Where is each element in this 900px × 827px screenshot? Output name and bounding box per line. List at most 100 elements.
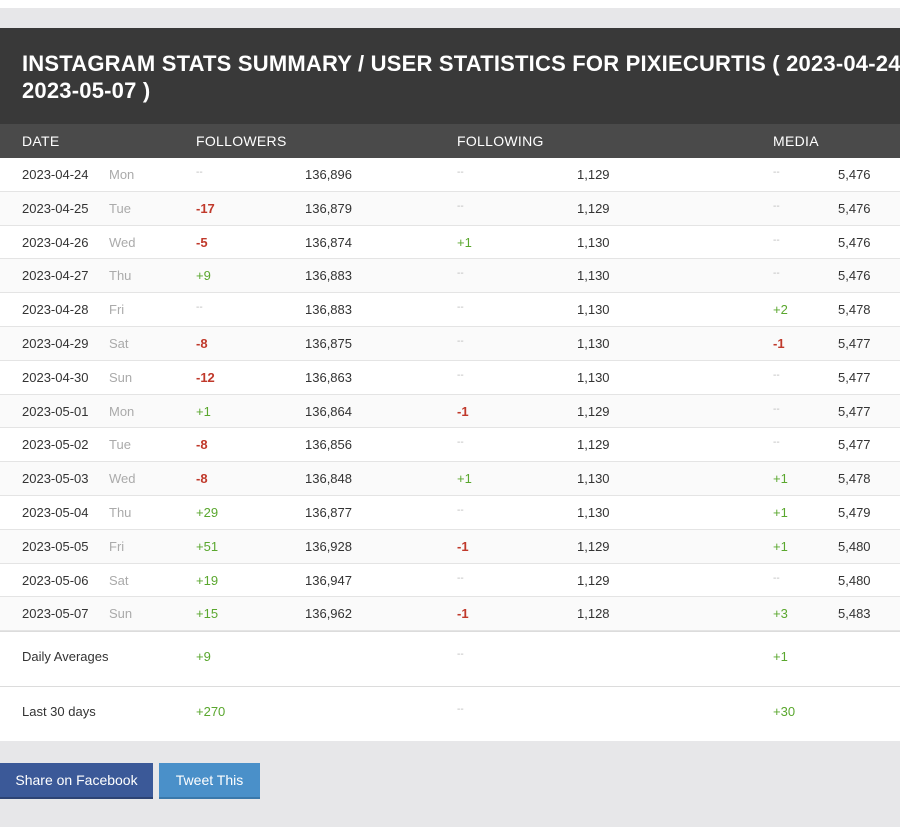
media-change-cell: -- (773, 234, 780, 246)
weekday-cell: Fri (109, 538, 125, 554)
table-row: 2023-05-06 Sat +19 136,947 -- 1,129 -- 5,480 (0, 564, 900, 598)
page-title: INSTAGRAM STATS SUMMARY / USER STATISTIC… (22, 51, 900, 103)
media-total-cell: 5,476 (838, 234, 871, 250)
followers-change-cell: +19 (196, 572, 219, 588)
table-row: 2023-05-07 Sun +15 136,962 -1 1,128 +3 5,483 (0, 597, 900, 632)
followers-change-cell: -- (196, 167, 203, 178)
following-change-cell: -- (457, 302, 464, 314)
media-total-cell: 5,477 (838, 437, 871, 453)
date-cell: 2023-05-06 (22, 572, 89, 588)
stats-card: INSTAGRAM STATS SUMMARY / USER STATISTIC… (0, 28, 900, 741)
summary-media: +1 (773, 649, 788, 665)
following-total-cell: 1,130 (577, 504, 610, 520)
date-cell: 2023-04-28 (22, 302, 89, 318)
weekday-cell: Sun (109, 369, 133, 385)
following-total-cell: 1,130 (577, 234, 610, 250)
media-change-cell: +1 (773, 538, 788, 554)
following-change-cell: -1 (457, 606, 469, 622)
media-change-cell: -- (773, 437, 780, 449)
weekday-cell: Mon (109, 167, 135, 182)
following-total-cell: 1,130 (577, 302, 610, 318)
media-total-cell: 5,480 (838, 572, 871, 588)
date-cell: 2023-04-25 (22, 200, 89, 216)
media-total-cell: 5,476 (838, 200, 871, 216)
summary-following: -- (457, 649, 464, 661)
table-row: 2023-04-27 Thu +9 136,883 -- 1,130 -- 5,476 (0, 259, 900, 294)
followers-change-cell: +29 (196, 504, 219, 520)
summary-label: Last 30 days (22, 704, 96, 720)
followers-total-cell: 136,863 (305, 369, 352, 385)
following-change-cell: -- (457, 167, 464, 178)
following-change-cell: +1 (457, 471, 472, 487)
date-cell: 2023-05-01 (22, 403, 89, 419)
share-facebook-button[interactable]: Share on Facebook (0, 763, 153, 799)
media-total-cell: 5,483 (838, 606, 871, 622)
followers-change-cell: -8 (196, 471, 208, 487)
summary-following: -- (457, 704, 464, 716)
weekday-cell: Tue (109, 437, 131, 453)
weekday-cell: Sat (109, 335, 129, 351)
tweet-button[interactable]: Tweet This (159, 763, 260, 799)
column-header-date: DATE (22, 133, 60, 149)
table-row: 2023-05-03 Wed -8 136,848 +1 1,130 +1 5,478 (0, 462, 900, 496)
media-change-cell: +1 (773, 471, 788, 487)
followers-total-cell: 136,947 (305, 572, 352, 588)
following-change-cell: -- (457, 437, 464, 449)
media-change-cell: -- (773, 268, 780, 280)
following-change-cell: -1 (457, 403, 469, 419)
title-bar: INSTAGRAM STATS SUMMARY / USER STATISTIC… (0, 28, 900, 124)
following-total-cell: 1,130 (577, 471, 610, 487)
media-change-cell: -- (773, 403, 780, 415)
date-cell: 2023-04-30 (22, 369, 89, 385)
date-cell: 2023-05-02 (22, 437, 89, 453)
following-change-cell: +1 (457, 234, 472, 250)
table-row: 2023-05-02 Tue -8 136,856 -- 1,129 -- 5,477 (0, 428, 900, 463)
date-cell: 2023-05-03 (22, 471, 89, 487)
following-total-cell: 1,128 (577, 606, 610, 622)
followers-total-cell: 136,877 (305, 504, 352, 520)
weekday-cell: Thu (109, 268, 132, 284)
table-row: 2023-04-30 Sun -12 136,863 -- 1,130 -- 5,477 (0, 361, 900, 395)
media-change-cell: -- (773, 167, 780, 178)
table-row: 2023-05-01 Mon +1 136,864 -1 1,129 -- 5,477 (0, 394, 900, 429)
followers-change-cell: +51 (196, 538, 219, 554)
following-total-cell: 1,130 (577, 335, 610, 351)
followers-total-cell: 136,874 (305, 234, 352, 250)
media-total-cell: 5,476 (838, 268, 871, 284)
table-row: 2023-04-24 Mon -- 136,896 -- 1,129 -- 5,476 (0, 158, 900, 192)
media-change-cell: -- (773, 200, 780, 212)
followers-total-cell: 136,928 (305, 538, 352, 554)
followers-change-cell: -- (196, 302, 203, 314)
followers-total-cell: 136,848 (305, 471, 352, 487)
table-header: DATE FOLLOWERS FOLLOWING MEDIA (0, 124, 900, 158)
date-cell: 2023-04-29 (22, 335, 89, 351)
following-total-cell: 1,129 (577, 167, 610, 182)
followers-change-cell: -17 (196, 200, 215, 216)
column-header-media: MEDIA (773, 133, 819, 149)
followers-total-cell: 136,856 (305, 437, 352, 453)
table-row: 2023-04-26 Wed -5 136,874 +1 1,130 -- 5,476 (0, 226, 900, 260)
following-change-cell: -- (457, 369, 464, 381)
media-total-cell: 5,478 (838, 302, 871, 318)
date-cell: 2023-05-04 (22, 504, 89, 520)
date-cell: 2023-05-05 (22, 538, 89, 554)
media-total-cell: 5,477 (838, 403, 871, 419)
media-total-cell: 5,479 (838, 504, 871, 520)
weekday-cell: Sun (109, 606, 133, 622)
table-row: 2023-05-04 Thu +29 136,877 -- 1,130 +1 5,479 (0, 496, 900, 530)
summary-followers: +9 (196, 649, 211, 665)
followers-change-cell: +15 (196, 606, 219, 622)
top-strip (0, 0, 900, 8)
following-change-cell: -- (457, 268, 464, 280)
followers-change-cell: -8 (196, 437, 208, 453)
weekday-cell: Fri (109, 302, 125, 318)
table-row: 2023-04-25 Tue -17 136,879 -- 1,129 -- 5,476 (0, 191, 900, 226)
following-total-cell: 1,130 (577, 268, 610, 284)
media-change-cell: +3 (773, 606, 788, 622)
following-change-cell: -1 (457, 538, 469, 554)
followers-change-cell: -12 (196, 369, 215, 385)
weekday-cell: Tue (109, 200, 131, 216)
followers-total-cell: 136,883 (305, 302, 352, 318)
date-cell: 2023-05-07 (22, 606, 89, 622)
following-change-cell: -- (457, 504, 464, 516)
